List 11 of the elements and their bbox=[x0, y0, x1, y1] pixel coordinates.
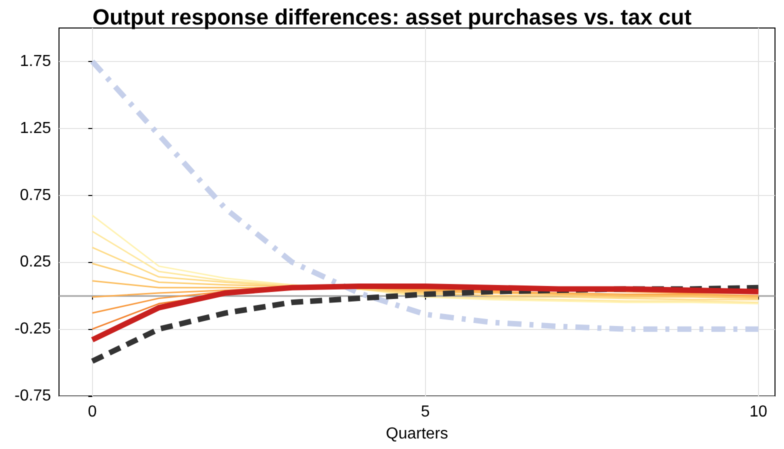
x-tick-label: 5 bbox=[420, 404, 430, 420]
x-axis-title: Quarters bbox=[386, 426, 448, 442]
y-tick-label: 1.75 bbox=[20, 52, 52, 70]
y-tick-label: 0.25 bbox=[20, 254, 52, 271]
y-tick-label: 1.25 bbox=[20, 120, 52, 137]
x-tick-label: 0 bbox=[88, 404, 97, 420]
chart-title: Output response differences: asset purchases vs. tax cut bbox=[92, 4, 692, 30]
x-tick-label: 10 bbox=[749, 404, 768, 420]
y-tick-label: -0.75 bbox=[14, 388, 52, 404]
y-tick-label: -0.25 bbox=[14, 320, 52, 338]
y-tick-label: 0.75 bbox=[20, 186, 52, 204]
